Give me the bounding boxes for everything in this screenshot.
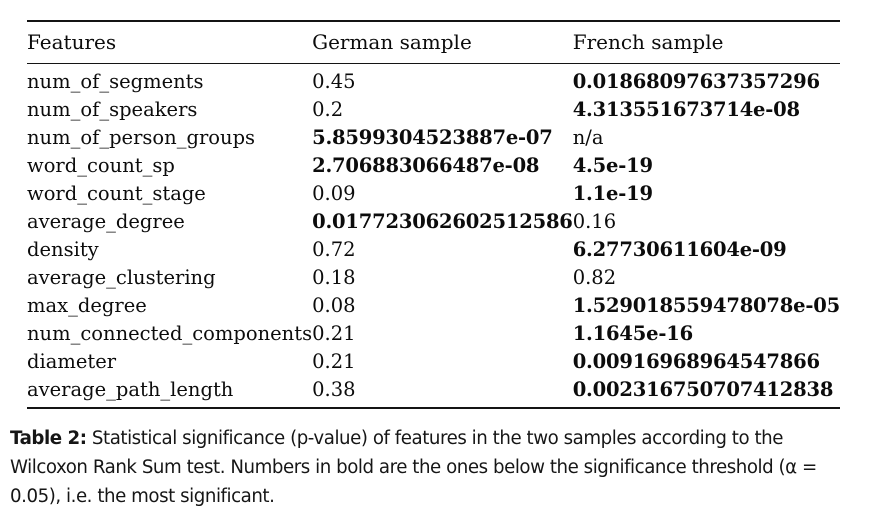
feature-cell: word_count_stage	[27, 181, 206, 205]
french-value-cell: 0.01868097637357296	[572, 69, 820, 93]
french-value-cell: 1.1645e-16	[572, 321, 693, 345]
french-value-cell: 0.00916968964547866	[572, 349, 820, 373]
feature-cell: num_connected_components	[27, 321, 313, 345]
feature-cell: density	[27, 237, 99, 261]
french-value-cell: 4.5e-19	[572, 153, 653, 177]
german-value-cell: 0.72	[312, 237, 356, 261]
german-value-cell: 0.017723062602512586	[312, 209, 573, 233]
feature-cell: average_path_length	[27, 377, 234, 401]
feature-cell: diameter	[27, 349, 117, 373]
col-header-french-sample: French sample	[572, 30, 724, 54]
significance-table: Features German sample French sample num…	[27, 20, 840, 409]
table-row: density 0.72 6.27730611604e-09	[27, 235, 840, 263]
feature-cell: num_of_speakers	[27, 97, 198, 121]
table-row: diameter 0.21 0.00916968964547866	[27, 347, 840, 375]
french-value-cell: 1.529018559478078e-05	[572, 293, 841, 317]
feature-cell: max_degree	[27, 293, 147, 317]
german-value-cell: 0.09	[312, 181, 356, 205]
french-value-cell: 0.002316750707412838	[572, 377, 834, 401]
german-value-cell: 0.45	[312, 69, 356, 93]
german-value-cell: 0.18	[312, 265, 356, 289]
table-caption: Table 2: Statistical significance (p-val…	[10, 424, 862, 511]
french-value-cell: 0.16	[572, 209, 617, 233]
german-value-cell: 5.8599304523887e-07	[312, 125, 553, 149]
table-row: word_count_stage 0.09 1.1e-19	[27, 179, 840, 207]
col-header-german-sample: German sample	[312, 30, 472, 54]
caption-label: Table 2:	[10, 428, 87, 449]
table-row: num_of_speakers 0.2 4.313551673714e-08	[27, 95, 840, 123]
german-value-cell: 0.08	[312, 293, 356, 317]
table-row: num_of_segments 0.45 0.01868097637357296	[27, 64, 840, 96]
col-header-features: Features	[27, 30, 117, 54]
table-row: average_clustering 0.18 0.82	[27, 263, 840, 291]
feature-cell: average_degree	[27, 209, 185, 233]
table-row: word_count_sp 2.706883066487e-08 4.5e-19	[27, 151, 840, 179]
german-value-cell: 2.706883066487e-08	[312, 153, 540, 177]
table-row: average_path_length 0.38 0.0023167507074…	[27, 375, 841, 408]
caption-text: Statistical significance (p-value) of fe…	[10, 428, 817, 507]
french-value-cell: 1.1e-19	[572, 181, 653, 205]
french-value-cell: n/a	[572, 125, 604, 149]
french-value-cell: 6.27730611604e-09	[572, 237, 787, 261]
table-body: num_of_segments 0.45 0.01868097637357296…	[27, 64, 841, 408]
feature-cell: num_of_segments	[27, 69, 204, 93]
french-value-cell: 0.82	[572, 265, 617, 289]
table-row: num_of_person_groups 5.8599304523887e-07…	[27, 123, 840, 151]
table-row: average_degree 0.017723062602512586 0.16	[27, 207, 840, 235]
german-value-cell: 0.2	[312, 97, 344, 121]
feature-cell: num_of_person_groups	[27, 125, 256, 149]
table-header: Features German sample French sample	[27, 21, 841, 64]
german-value-cell: 0.21	[312, 321, 356, 345]
feature-cell: word_count_sp	[27, 153, 175, 177]
table-row: max_degree 0.08 1.529018559478078e-05	[27, 291, 840, 319]
header-row: Features German sample French sample	[27, 21, 841, 64]
german-value-cell: 0.21	[312, 349, 356, 373]
table-row: num_connected_components 0.21 1.1645e-16	[27, 319, 840, 347]
feature-cell: average_clustering	[27, 265, 216, 289]
french-value-cell: 4.313551673714e-08	[572, 97, 800, 121]
german-value-cell: 0.38	[312, 377, 356, 401]
